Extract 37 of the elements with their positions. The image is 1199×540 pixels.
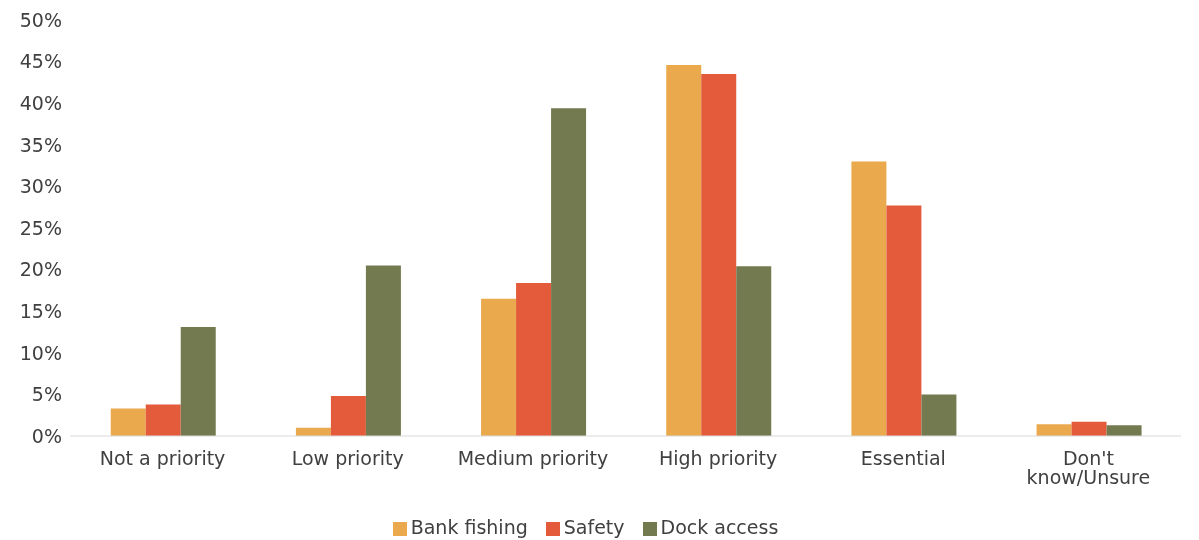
bar: [110, 408, 146, 436]
y-tick-label: 15%: [19, 299, 62, 322]
bar: [330, 396, 366, 436]
bar: [516, 282, 552, 436]
x-tick-label: Low priority: [291, 447, 404, 470]
bar: [736, 266, 772, 436]
bar: [1036, 424, 1072, 436]
y-tick-label: 45%: [19, 50, 62, 73]
bar: [666, 64, 702, 436]
x-tick-label: High priority: [658, 447, 778, 470]
y-tick-label: 20%: [19, 258, 62, 281]
y-tick-label: 40%: [19, 91, 62, 114]
bar: [886, 205, 922, 436]
y-tick-label: 35%: [19, 133, 62, 156]
x-tick-label: Not a priority: [99, 447, 226, 470]
bar: [481, 298, 517, 436]
legend-label: Bank fishing: [410, 516, 528, 538]
bar: [1071, 421, 1107, 436]
bar: [145, 404, 181, 436]
bar: [365, 265, 401, 436]
bar: [180, 327, 216, 436]
y-tick-label: 25%: [19, 216, 62, 239]
bar: [551, 108, 587, 436]
bar: [701, 74, 737, 436]
y-tick-label: 30%: [19, 175, 62, 198]
y-tick-label: 0%: [31, 424, 62, 447]
y-tick-label: 5%: [31, 383, 62, 406]
x-tick-label: Medium priority: [457, 447, 609, 470]
y-tick-label: 50%: [19, 8, 62, 31]
y-tick-label: 10%: [19, 341, 62, 364]
bar: [851, 161, 887, 436]
bar: [1106, 425, 1142, 436]
legend-label: Dock access: [660, 516, 779, 538]
x-tick-label: Don't know/Unsure: [1026, 447, 1151, 489]
x-tick-label: Essential: [860, 447, 946, 470]
legend-label: Safety: [563, 516, 625, 538]
bar: [921, 394, 957, 436]
